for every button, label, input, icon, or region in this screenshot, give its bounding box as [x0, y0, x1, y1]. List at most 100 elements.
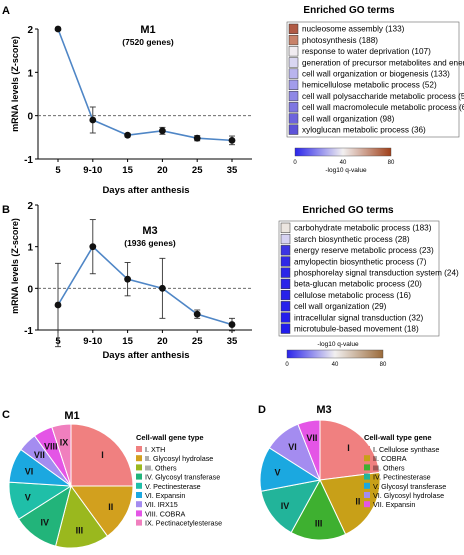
- panel-a-go-swatch: [288, 34, 299, 46]
- panel-b-go-box: [278, 220, 440, 337]
- panel-d-legend-label: II. COBRA: [373, 454, 407, 463]
- panel-a-data-point: [124, 131, 131, 139]
- panel-c-slice-label: V: [25, 493, 31, 503]
- panel-b-colorbar-tick: 0: [285, 362, 289, 368]
- panel-a-go-label: hemicellulose metabolic process (52): [302, 81, 437, 90]
- panel-a-data-point: [193, 134, 201, 142]
- panel-c-legend-label: IV. Glycosyl transferase: [145, 473, 220, 482]
- panel-b-go-swatch: [280, 256, 291, 267]
- panel-d-title: M3: [316, 404, 331, 416]
- panel-d-legend-swatch: [364, 455, 370, 462]
- panel-c-slice-label: III: [76, 525, 84, 535]
- panel-c-legend-swatch: [136, 446, 142, 452]
- panel-b-go-label: phosphorelay signal transduction system …: [294, 269, 459, 278]
- panel-d-legend-label: V. Glycosyl transferase: [373, 482, 446, 491]
- panel-d-legend-label: VII. Expansin: [373, 500, 415, 509]
- panel-a-go-label: cell wall polysaccharide metabolic proce…: [302, 92, 464, 101]
- panel-a-colorbar-label: -log10 q-value: [325, 167, 367, 174]
- panel-a-go-label: cell wall macromolecule metabolic proces…: [302, 103, 464, 112]
- panel-d-slice-label: II: [355, 496, 360, 506]
- panel-a-go-swatch: [288, 23, 299, 34]
- panel-c-legend-label: VIII. COBRA: [145, 509, 186, 518]
- panel-a-x-tick-label: 15: [122, 165, 133, 176]
- panel-a-data-point: [159, 127, 166, 135]
- panel-b-go-label: microtubule-based movement (18): [294, 325, 419, 334]
- panel-a-x-tick-label: 9-10: [83, 165, 102, 176]
- panel-b-data-point: [89, 243, 97, 251]
- panel-a-letter: A: [2, 5, 10, 17]
- panel-a-xlabel: Days after anthesis: [102, 185, 189, 196]
- panel-b-data-point: [54, 301, 62, 309]
- panel-a-data-point: [54, 25, 62, 33]
- panel-b-data-point: [193, 310, 201, 318]
- panel-c-slice-label: IV: [41, 518, 50, 528]
- panel-a-go-label: cell wall organization or biogenesis (13…: [302, 70, 450, 79]
- panel-a-go-label: cell wall organization (98): [302, 114, 395, 123]
- panel-b-go-swatch: [280, 312, 291, 323]
- panel-c-slice-label: VII: [34, 450, 45, 460]
- panel-c-legend-swatch: [136, 455, 142, 462]
- panel-b-go-label: amylopectin biosynthetic process (7): [294, 257, 427, 266]
- panel-d-slice-label: VII: [306, 433, 317, 443]
- panel-a-go-label: xyloglucan metabolic process (36): [302, 126, 426, 135]
- panel-d-slice-label: IV: [281, 501, 290, 511]
- panel-d-letter: D: [258, 404, 266, 416]
- panel-b-go-label: intracellular signal transduction (32): [294, 313, 424, 322]
- panel-b-go-terms: carbohydrate metabolic process (183) star…: [278, 220, 459, 337]
- panel-b-colorbar: [286, 349, 384, 359]
- panel-b-go-swatch: [280, 278, 291, 289]
- panel-a-x-tick-label: 35: [227, 165, 238, 176]
- panel-a-ylabel: mRNA levels (Z-score): [10, 36, 20, 132]
- panel-c-legend-swatch: [136, 492, 142, 498]
- panel-a-series-line: [57, 28, 233, 142]
- panel-c-legend-label: II. Glycosyl hydrolase: [145, 454, 213, 463]
- panel-a-colorbar-tick: 80: [388, 160, 395, 166]
- panel-c-slice-label: II: [108, 502, 113, 512]
- panel-d-slice-label: V: [275, 467, 281, 477]
- panel-d-legend-label: IV. Pectinesterase: [373, 473, 431, 482]
- panel-a-title: M1: [140, 24, 155, 36]
- panel-c-slice-label: I: [101, 450, 104, 460]
- panel-a-y-tick-label: 2: [27, 25, 33, 36]
- panel-d-legend-swatch: [364, 492, 370, 498]
- panel-b-go-swatch: [280, 289, 291, 301]
- panel-a-go-swatch: [288, 79, 299, 90]
- panel-b-go-title: Enriched GO terms: [302, 205, 394, 216]
- panel-c-legend-swatch: [136, 519, 142, 526]
- panel-b-go-label: cellulose metabolic process (16): [294, 291, 411, 300]
- panel-a-go-swatch: [288, 102, 299, 113]
- panel-a-go-terms: nucleosome assembly (133) photosynthesis …: [286, 21, 464, 138]
- panel-a-go-title: Enriched GO terms: [303, 5, 395, 16]
- panel-c-letter: C: [2, 409, 10, 421]
- panel-d-legend-label: III. Others: [373, 463, 405, 472]
- panel-a-y-tick-label: 1: [27, 68, 33, 79]
- panel-b: B M3 (1936 genes) mRNA levels (Z-score) …: [2, 201, 459, 368]
- panel-a-go-label: response to water deprivation (107): [302, 47, 431, 56]
- panel-a-data-point: [228, 136, 236, 144]
- panel-c-legend-label: VII. IRX15: [145, 500, 178, 509]
- panel-a-go-swatch: [288, 124, 299, 135]
- panel-d-legend-swatch: [364, 501, 370, 508]
- panel-c-slice-label: VI: [25, 466, 34, 476]
- panel-b-go-swatch: [280, 301, 291, 312]
- panel-c-pie-slice: [70, 423, 134, 487]
- panel-d-legend-swatch: [364, 464, 370, 471]
- panel-d-legend-swatch: [364, 482, 370, 489]
- panel-c-legend-label: V. Pectinesterase: [145, 482, 201, 491]
- panel-b-y-tick-label: 1: [27, 243, 33, 254]
- panel-a-data-point: [89, 116, 97, 124]
- panel-b-go-swatch: [280, 323, 291, 334]
- panel-b-data-point: [159, 284, 166, 292]
- panel-b-go-label: energy reserve metabolic process (23): [294, 246, 434, 255]
- panel-c-slice-label: VIII: [44, 442, 58, 452]
- panel-a-go-label: photosynthesis (188): [302, 36, 378, 45]
- panel-b-go-label: cell wall organization (29): [294, 302, 387, 311]
- panel-d-legend-label: VI. Glycosyl hydrolase: [373, 491, 444, 500]
